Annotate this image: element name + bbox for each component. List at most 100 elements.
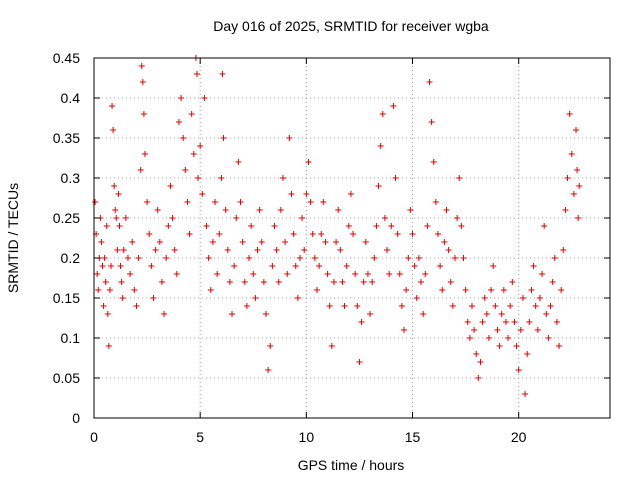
data-point <box>426 79 433 85</box>
y-tick-label: 0.15 <box>53 290 80 306</box>
data-point <box>488 287 495 293</box>
data-point <box>371 255 378 261</box>
data-point <box>203 223 210 229</box>
data-point <box>418 279 425 285</box>
data-point <box>133 303 140 309</box>
data-point <box>570 191 577 197</box>
data-point <box>443 207 450 213</box>
data-point <box>464 319 471 325</box>
data-point <box>551 255 558 261</box>
data-point <box>305 159 312 165</box>
data-point <box>409 231 416 237</box>
data-point <box>112 207 119 213</box>
data-point <box>265 367 272 373</box>
data-point <box>105 343 112 349</box>
data-point <box>439 287 446 293</box>
data-point <box>386 271 393 277</box>
data-point <box>479 319 486 325</box>
data-point <box>120 247 127 253</box>
data-point <box>267 343 274 349</box>
data-point <box>576 183 583 189</box>
data-point <box>263 311 269 317</box>
data-point <box>98 239 105 245</box>
data-point <box>534 327 541 333</box>
data-point <box>171 247 178 253</box>
data-point <box>219 71 226 77</box>
data-point <box>275 279 282 285</box>
data-point <box>111 183 118 189</box>
data-point <box>139 79 146 85</box>
data-point <box>175 119 182 125</box>
data-point <box>173 271 180 277</box>
data-point <box>273 247 280 253</box>
data-point <box>373 223 380 229</box>
data-point <box>256 207 263 213</box>
y-tick-label: 0.45 <box>53 50 80 66</box>
data-point <box>451 255 458 261</box>
y-axis-label: SRMTID / TECUs <box>5 183 21 293</box>
data-point <box>568 151 575 157</box>
data-point <box>241 279 248 285</box>
x-tick-label: 5 <box>196 429 204 445</box>
data-point <box>152 247 159 253</box>
data-point <box>100 303 107 309</box>
data-point <box>209 239 216 245</box>
data-point <box>106 287 113 293</box>
data-point <box>144 199 151 205</box>
data-point <box>519 295 526 301</box>
data-point <box>326 303 333 309</box>
data-point <box>229 311 236 317</box>
data-point <box>205 255 212 261</box>
data-point <box>294 295 301 301</box>
data-point <box>279 175 286 181</box>
data-point <box>301 247 308 253</box>
data-point <box>352 271 359 277</box>
data-point <box>269 263 276 269</box>
data-point <box>138 63 145 69</box>
data-point <box>216 231 223 237</box>
data-point <box>573 127 580 133</box>
data-point <box>313 287 320 293</box>
data-point <box>104 311 111 317</box>
data-point <box>237 199 244 205</box>
data-point <box>119 295 126 301</box>
data-point <box>110 127 117 133</box>
data-point <box>109 103 116 109</box>
data-point <box>337 247 344 253</box>
data-point <box>303 191 310 197</box>
data-point <box>379 111 386 117</box>
data-point <box>364 271 371 277</box>
data-point <box>231 263 238 269</box>
data-point <box>324 271 331 277</box>
data-point <box>322 239 329 245</box>
data-point <box>254 247 261 253</box>
data-point <box>549 279 556 285</box>
data-point <box>505 335 512 341</box>
data-point <box>392 175 399 181</box>
data-point <box>117 263 124 269</box>
data-point <box>530 263 537 269</box>
data-point <box>564 175 571 181</box>
data-point <box>424 223 431 229</box>
data-point <box>182 167 189 173</box>
data-point <box>146 231 153 237</box>
data-point <box>239 239 246 245</box>
data-point <box>99 263 106 269</box>
data-point <box>222 207 229 213</box>
data-point <box>435 231 441 237</box>
data-point <box>114 247 121 253</box>
data-point <box>502 319 509 325</box>
y-tick-label: 0.1 <box>61 330 81 346</box>
data-point <box>456 175 463 181</box>
data-point <box>197 143 204 149</box>
data-point <box>288 191 295 197</box>
data-point <box>422 271 429 277</box>
data-point <box>169 215 176 221</box>
data-point <box>411 263 418 269</box>
data-point <box>360 279 367 285</box>
data-point <box>103 223 110 229</box>
data-point <box>367 311 374 317</box>
grid-lines <box>94 58 610 418</box>
data-point <box>347 191 354 197</box>
data-point <box>311 255 318 261</box>
